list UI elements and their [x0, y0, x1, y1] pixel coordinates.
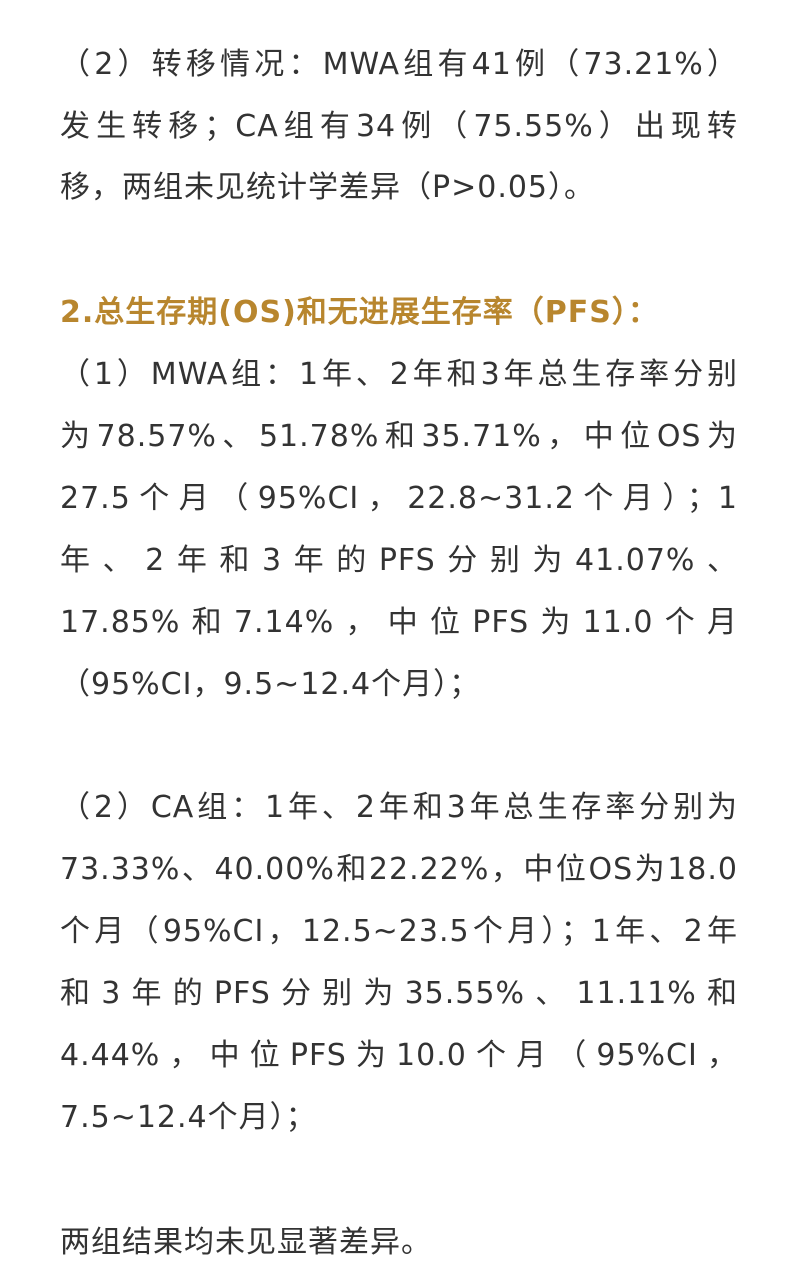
text-line: 年、2年和3年的PFS分别为41.07%、 [60, 543, 738, 578]
text-line: （2）CA组：1年、2年和3年总生存率分别为 [60, 790, 738, 825]
text-line: 27.5个月（95%CI，22.8~31.2个月）；1 [60, 481, 738, 516]
text-line: （2）转移情况：MWA组有41例（73.21%） [60, 47, 738, 82]
text-line: 和3年的PFS分别为35.55%、11.11%和 [60, 976, 738, 1011]
conclusion-text: 两组结果均未见显著差异。 [60, 1225, 432, 1260]
section-heading: 2.总生存期(OS)和无进展生存率（PFS）： [60, 295, 659, 330]
text-line: 移，两组未见统计学差异（P>0.05）。 [60, 170, 596, 205]
text-line: 4.44%，中位PFS为10.0个月（95%CI， [60, 1038, 738, 1073]
text-line: 发生转移；CA组有34例（75.55%）出现转 [60, 109, 738, 144]
text-line: 7.5~12.4个月）； [60, 1100, 317, 1135]
text-line: 个月（95%CI，12.5~23.5个月）；1年、2年 [60, 914, 738, 949]
text-line: 17.85%和7.14%，中位PFS为11.0个月 [60, 605, 738, 640]
text-line: （1）MWA组：1年、2年和3年总生存率分别 [60, 357, 738, 392]
text-line: 为78.57%、51.78%和35.71%，中位OS为 [60, 419, 738, 454]
text-line: （95%CI，9.5~12.4个月）； [60, 667, 481, 702]
text-line: 73.33%、40.00%和22.22%，中位OS为18.0 [60, 852, 738, 887]
